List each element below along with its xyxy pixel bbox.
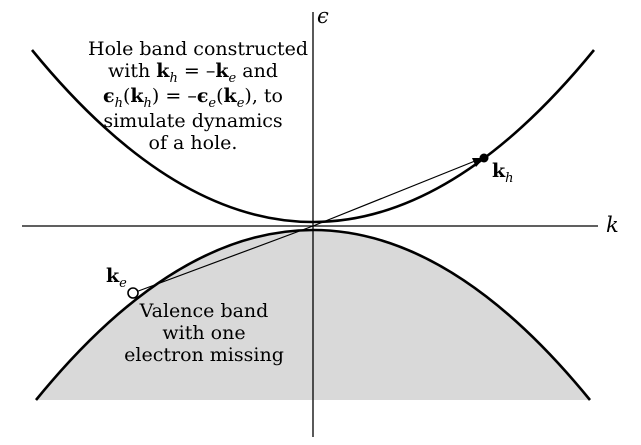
ke-point-label: ke: [106, 265, 127, 291]
epsilon-symbol: ϵ: [196, 85, 209, 107]
hole-caption-text: = –: [177, 60, 216, 82]
x-axis-label: k: [606, 213, 619, 237]
valence-band-caption: Valence band with one electron missing: [114, 300, 294, 366]
valence-caption-line-1: Valence band: [139, 300, 269, 322]
y-axis-label: ϵ: [317, 4, 329, 28]
ke-symbol: k: [223, 85, 237, 107]
valence-caption-line-3: electron missing: [124, 344, 284, 366]
ke-point: [127, 287, 139, 299]
hole-caption-text: ), to: [244, 85, 283, 107]
hole-caption-text: ) = –: [151, 85, 197, 107]
kh-symbol: k: [156, 60, 170, 82]
hole-caption-line-5: of a hole.: [148, 132, 238, 154]
ke-symbol: k: [215, 60, 229, 82]
kh-label-subscript: h: [505, 171, 514, 186]
kh-point-label: kh: [492, 160, 514, 186]
hole-caption-text: with: [108, 60, 157, 82]
hole-caption-text: and: [236, 60, 278, 82]
epsilon-e-subscript: e: [208, 96, 217, 111]
kh-subscript: h: [169, 71, 178, 86]
hole-caption-line-3: ϵh(kh) = –ϵe(ke), to: [88, 85, 298, 111]
kh-point: [479, 153, 489, 163]
ke-subscript: e: [236, 96, 245, 111]
hole-caption-line-2: with kh = –ke and: [88, 60, 298, 86]
epsilon-h-subscript: h: [114, 96, 123, 111]
valence-caption-line-2: with one: [162, 322, 246, 344]
kh-label-symbol: k: [492, 160, 506, 182]
ke-line: [132, 225, 314, 294]
hole-band-caption: Hole band constructed with kh = –ke and …: [88, 38, 309, 154]
hole-caption-line-4: simulate dynamics: [103, 110, 283, 132]
epsilon-symbol: ϵ: [103, 85, 115, 107]
kh-symbol: k: [130, 85, 144, 107]
hole-caption-text: (: [122, 85, 131, 107]
ke-label-symbol: k: [106, 265, 120, 287]
ke-label-subscript: e: [119, 276, 127, 291]
ke-subscript: e: [228, 71, 237, 86]
hole-caption-text: (: [216, 85, 224, 107]
valence-band-curve: [34, 228, 592, 401]
hole-caption-line-1: Hole band constructed: [88, 38, 309, 60]
kh-subscript: h: [143, 96, 152, 111]
kh-vector: [312, 160, 476, 227]
hole-band-curve: [30, 49, 596, 224]
